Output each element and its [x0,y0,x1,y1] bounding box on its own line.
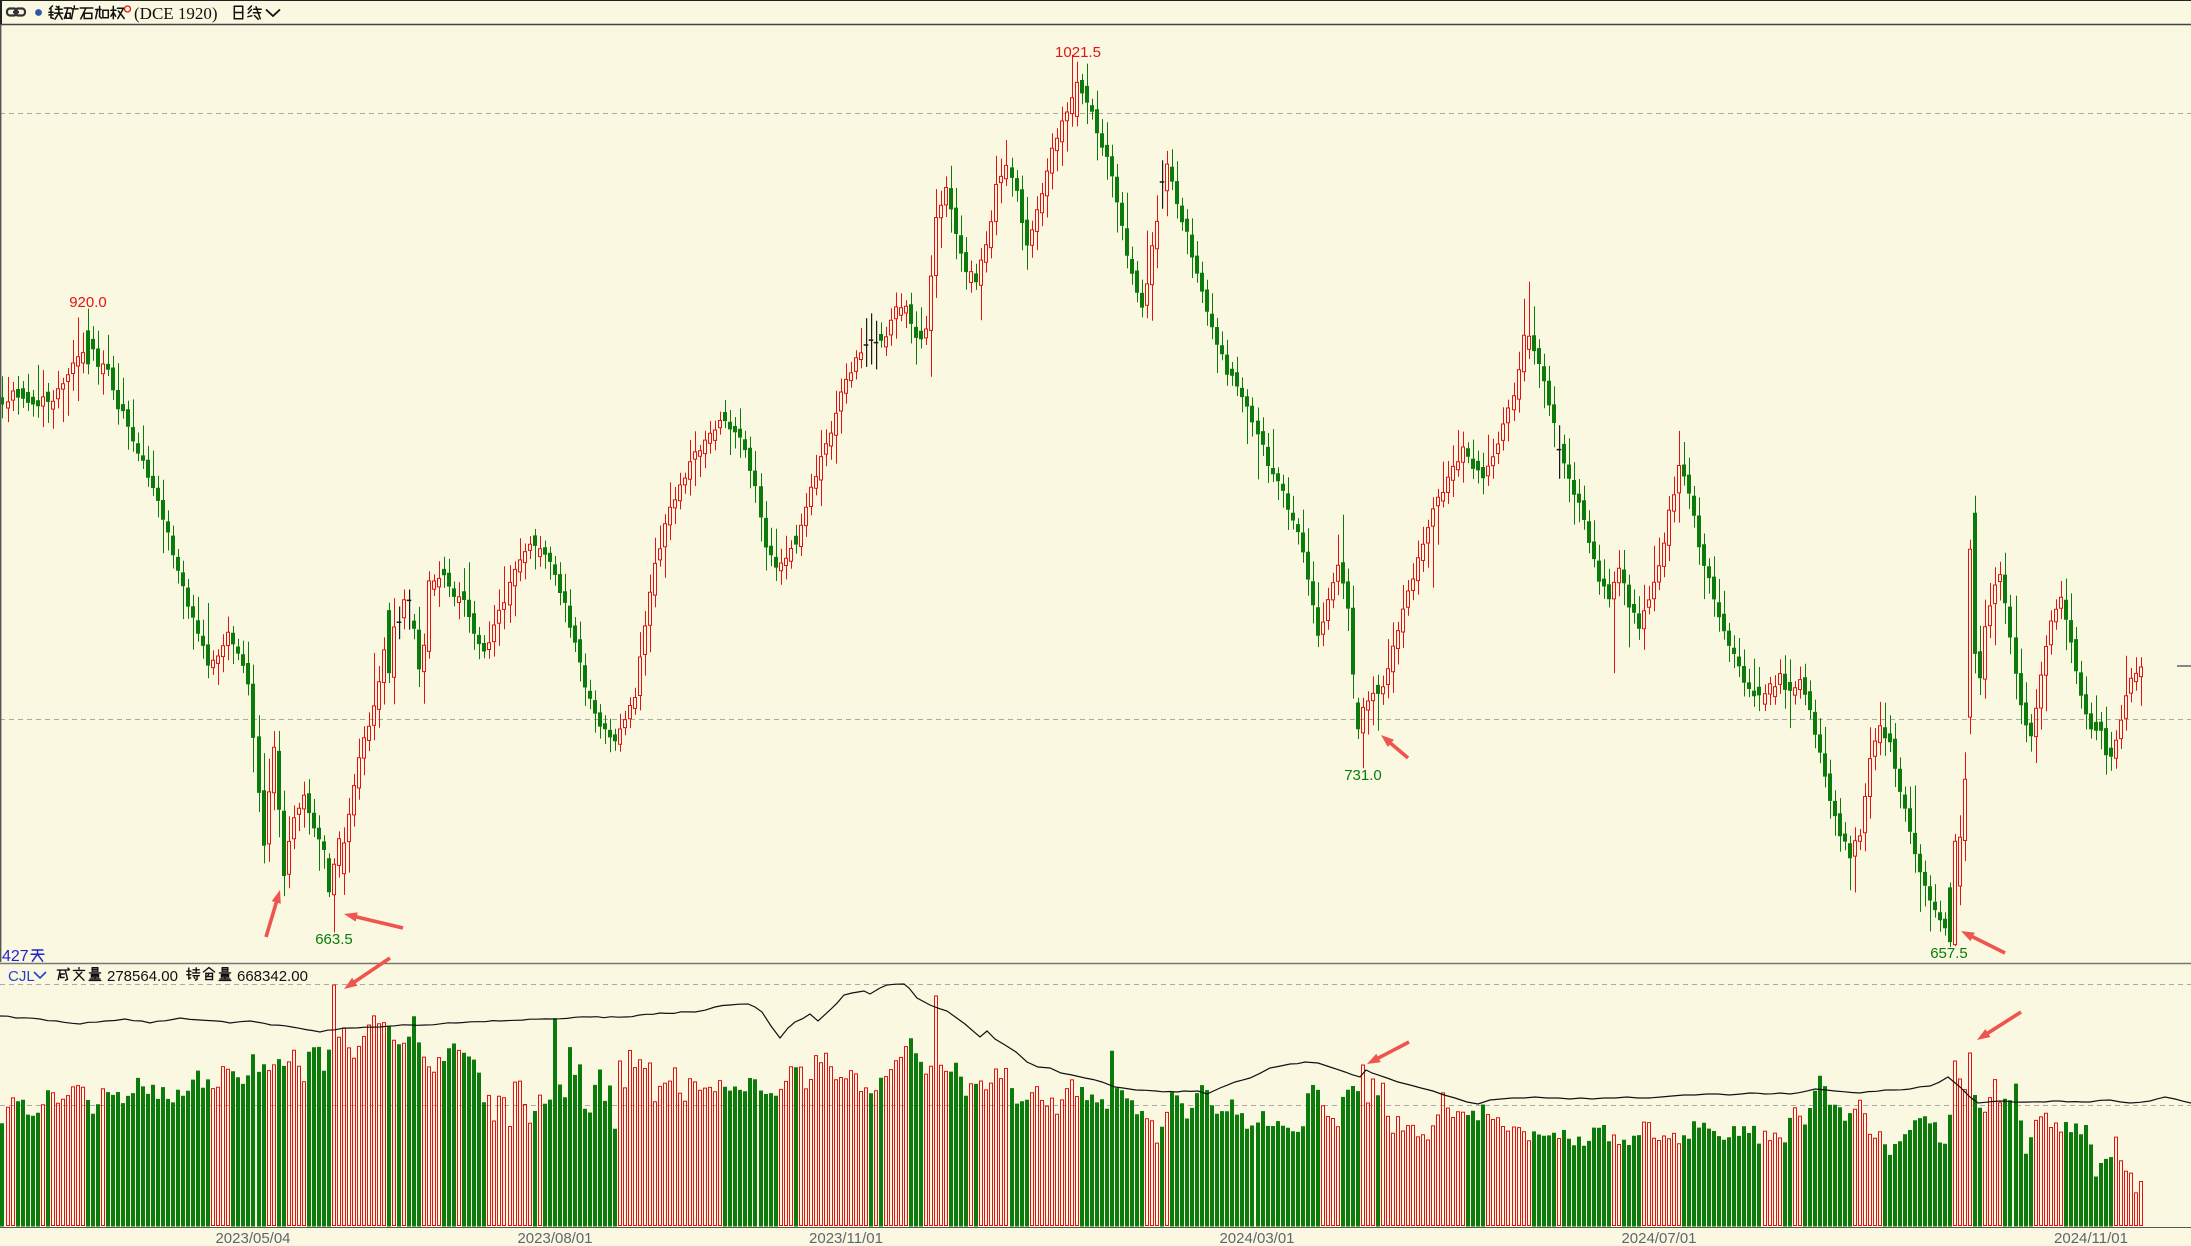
svg-text:1021.5: 1021.5 [1055,44,1101,61]
svg-text:920.0: 920.0 [69,294,107,311]
svg-text:2024/07/01: 2024/07/01 [1621,1230,1696,1246]
svg-text:2023/08/01: 2023/08/01 [517,1230,592,1246]
svg-text:2024/11/01: 2024/11/01 [2054,1230,2128,1246]
svg-text:CJL: CJL [8,968,35,985]
svg-text:2023/05/04: 2023/05/04 [215,1230,290,1246]
svg-text:427: 427 [2,948,29,965]
svg-text:731.0: 731.0 [1344,767,1382,784]
svg-text:2023/11/01: 2023/11/01 [809,1230,883,1246]
svg-text:668342.00: 668342.00 [237,968,308,985]
svg-text:657.5: 657.5 [1930,945,1968,962]
svg-text:2024/03/01: 2024/03/01 [1219,1230,1294,1246]
svg-text:278564.00: 278564.00 [107,968,178,985]
svg-text:663.5: 663.5 [315,931,353,948]
svg-text:(DCE 1920): (DCE 1920) [134,4,218,23]
